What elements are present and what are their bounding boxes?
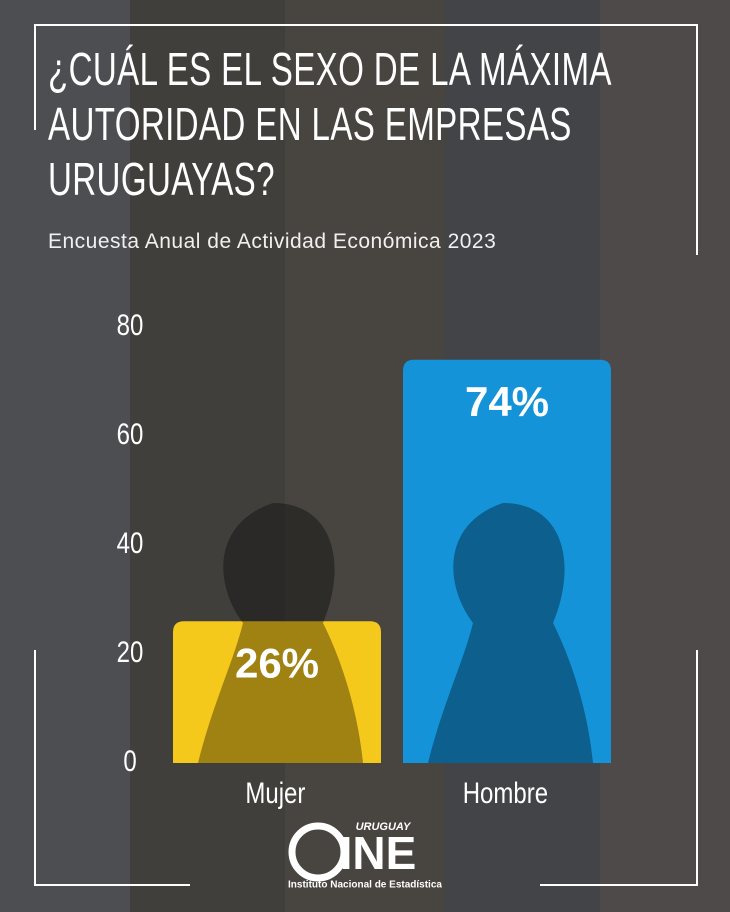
logo-caption: Instituto Nacional de Estadística: [288, 880, 442, 891]
y-tick-label: 80: [117, 307, 144, 341]
logo-globe: [288, 822, 348, 882]
chart-subtitle: Encuesta Anual de Actividad Económica 20…: [48, 230, 497, 253]
silhouette: [198, 503, 363, 763]
y-tick-label: 20: [117, 634, 144, 668]
silhouette: [428, 503, 593, 763]
value-label: 74%: [465, 378, 549, 425]
value-label: 26%: [235, 639, 319, 686]
logo-country: URUGUAY: [356, 821, 412, 833]
logo-name: INE: [340, 827, 417, 879]
bar: [403, 359, 611, 763]
y-tick-label: 40: [117, 525, 144, 559]
chart-title: ¿CUÁL ES EL SEXO DE LA MÁXIMA AUTORIDAD …: [48, 43, 611, 205]
x-tick-label: Hombre: [463, 775, 548, 809]
y-tick-label: 60: [117, 416, 144, 450]
logo: URUGUAY INE Instituto Nacional de Estadí…: [288, 821, 442, 891]
x-tick-label: Mujer: [245, 775, 305, 809]
bar: [173, 621, 381, 763]
y-tick-label: 0: [123, 743, 136, 777]
